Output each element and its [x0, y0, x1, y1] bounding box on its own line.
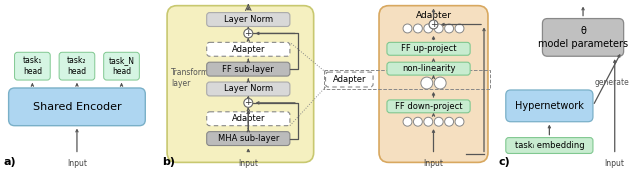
Circle shape	[455, 117, 464, 126]
Circle shape	[434, 24, 443, 33]
FancyBboxPatch shape	[387, 42, 470, 55]
Text: Input: Input	[605, 159, 625, 168]
FancyBboxPatch shape	[207, 132, 290, 145]
Circle shape	[424, 24, 433, 33]
Text: task₂
head: task₂ head	[67, 56, 86, 76]
Circle shape	[244, 29, 253, 38]
FancyBboxPatch shape	[387, 62, 470, 75]
Circle shape	[413, 24, 422, 33]
Text: FF up-project: FF up-project	[401, 44, 456, 53]
Text: Layer Norm: Layer Norm	[224, 15, 273, 24]
FancyBboxPatch shape	[207, 13, 290, 26]
FancyBboxPatch shape	[15, 52, 50, 80]
Text: Input: Input	[67, 159, 87, 168]
Text: non-linearity: non-linearity	[402, 64, 455, 73]
FancyBboxPatch shape	[207, 82, 290, 96]
FancyBboxPatch shape	[207, 62, 290, 76]
FancyBboxPatch shape	[543, 19, 623, 56]
Circle shape	[424, 117, 433, 126]
FancyBboxPatch shape	[207, 42, 290, 56]
Text: Shared Encoder: Shared Encoder	[33, 102, 121, 112]
Circle shape	[434, 117, 443, 126]
Text: taskᵢ embedding: taskᵢ embedding	[515, 141, 584, 150]
Text: Transformer
layer: Transformer layer	[171, 68, 217, 88]
Text: Adapter: Adapter	[232, 45, 265, 54]
FancyBboxPatch shape	[104, 52, 140, 80]
Text: +: +	[244, 29, 252, 38]
Circle shape	[445, 24, 454, 33]
Text: FF down-project: FF down-project	[395, 102, 462, 111]
Circle shape	[403, 117, 412, 126]
Text: Adapter: Adapter	[333, 75, 366, 84]
FancyBboxPatch shape	[387, 100, 470, 113]
FancyBboxPatch shape	[207, 112, 290, 126]
FancyBboxPatch shape	[506, 90, 593, 122]
FancyBboxPatch shape	[167, 6, 314, 162]
FancyBboxPatch shape	[326, 72, 373, 87]
Circle shape	[455, 24, 464, 33]
Text: Adapter: Adapter	[415, 11, 451, 20]
Circle shape	[413, 117, 422, 126]
Text: Input: Input	[238, 159, 259, 168]
FancyBboxPatch shape	[8, 88, 145, 126]
FancyBboxPatch shape	[59, 52, 95, 80]
Text: Hypernetwork: Hypernetwork	[515, 101, 584, 111]
Text: task₁
head: task₁ head	[22, 56, 42, 76]
Circle shape	[421, 77, 433, 89]
FancyBboxPatch shape	[379, 6, 488, 162]
Text: FF sub-layer: FF sub-layer	[223, 65, 274, 74]
Circle shape	[244, 98, 253, 107]
Circle shape	[429, 20, 438, 29]
Text: Layer Norm: Layer Norm	[224, 85, 273, 93]
Text: Input: Input	[424, 159, 444, 168]
Text: θ
model parameters: θ model parameters	[538, 26, 628, 49]
Text: +: +	[244, 98, 252, 107]
Text: b): b)	[162, 157, 175, 167]
Circle shape	[434, 77, 446, 89]
Text: +: +	[429, 20, 437, 29]
Text: task_N
head: task_N head	[109, 56, 134, 76]
Text: Adapter: Adapter	[232, 114, 265, 123]
Text: c): c)	[499, 157, 511, 167]
FancyBboxPatch shape	[506, 138, 593, 153]
Circle shape	[445, 117, 454, 126]
Text: a): a)	[4, 157, 16, 167]
Text: MHA sub-layer: MHA sub-layer	[218, 134, 279, 143]
Circle shape	[403, 24, 412, 33]
Text: generate: generate	[595, 78, 630, 86]
